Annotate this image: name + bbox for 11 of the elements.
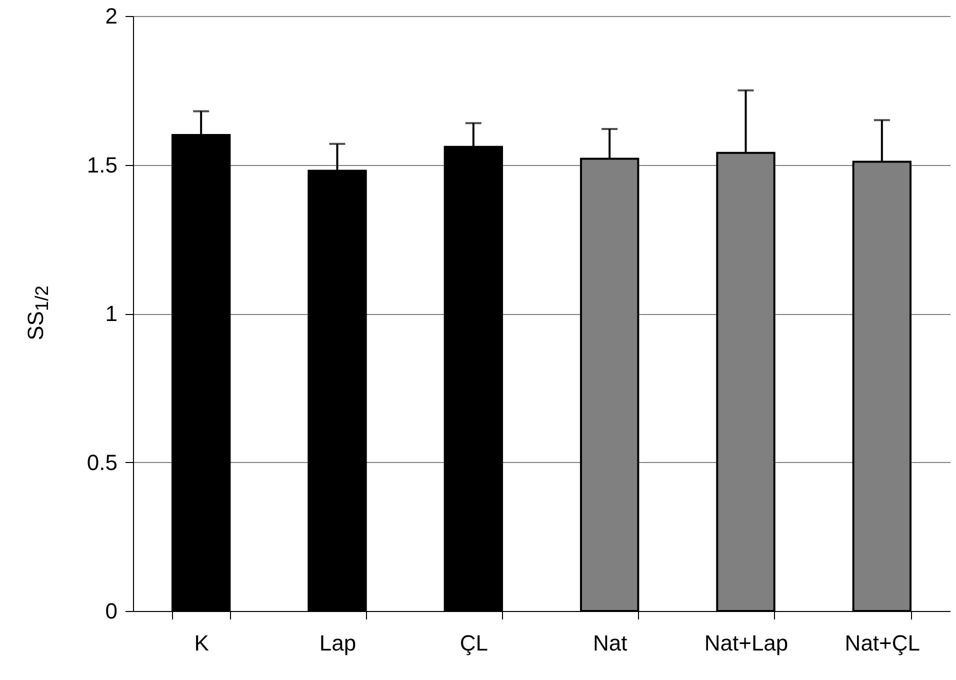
- y-tick-label: 1.5: [86, 152, 118, 178]
- x-tick-label: Lap: [319, 630, 356, 656]
- y-tick-label: 0: [105, 598, 118, 624]
- y-tick-label: 1: [105, 301, 118, 326]
- x-tick-label: Nat+ÇL: [844, 630, 920, 656]
- y-tick-label: 0.5: [86, 450, 118, 475]
- x-tick-label: Nat: [592, 630, 628, 656]
- x-tick-label: K: [194, 630, 210, 656]
- y-tick-label: 2: [105, 4, 118, 28]
- x-tick-label: ÇL: [460, 630, 488, 656]
- x-tick-label: Nat+Lap: [704, 630, 788, 656]
